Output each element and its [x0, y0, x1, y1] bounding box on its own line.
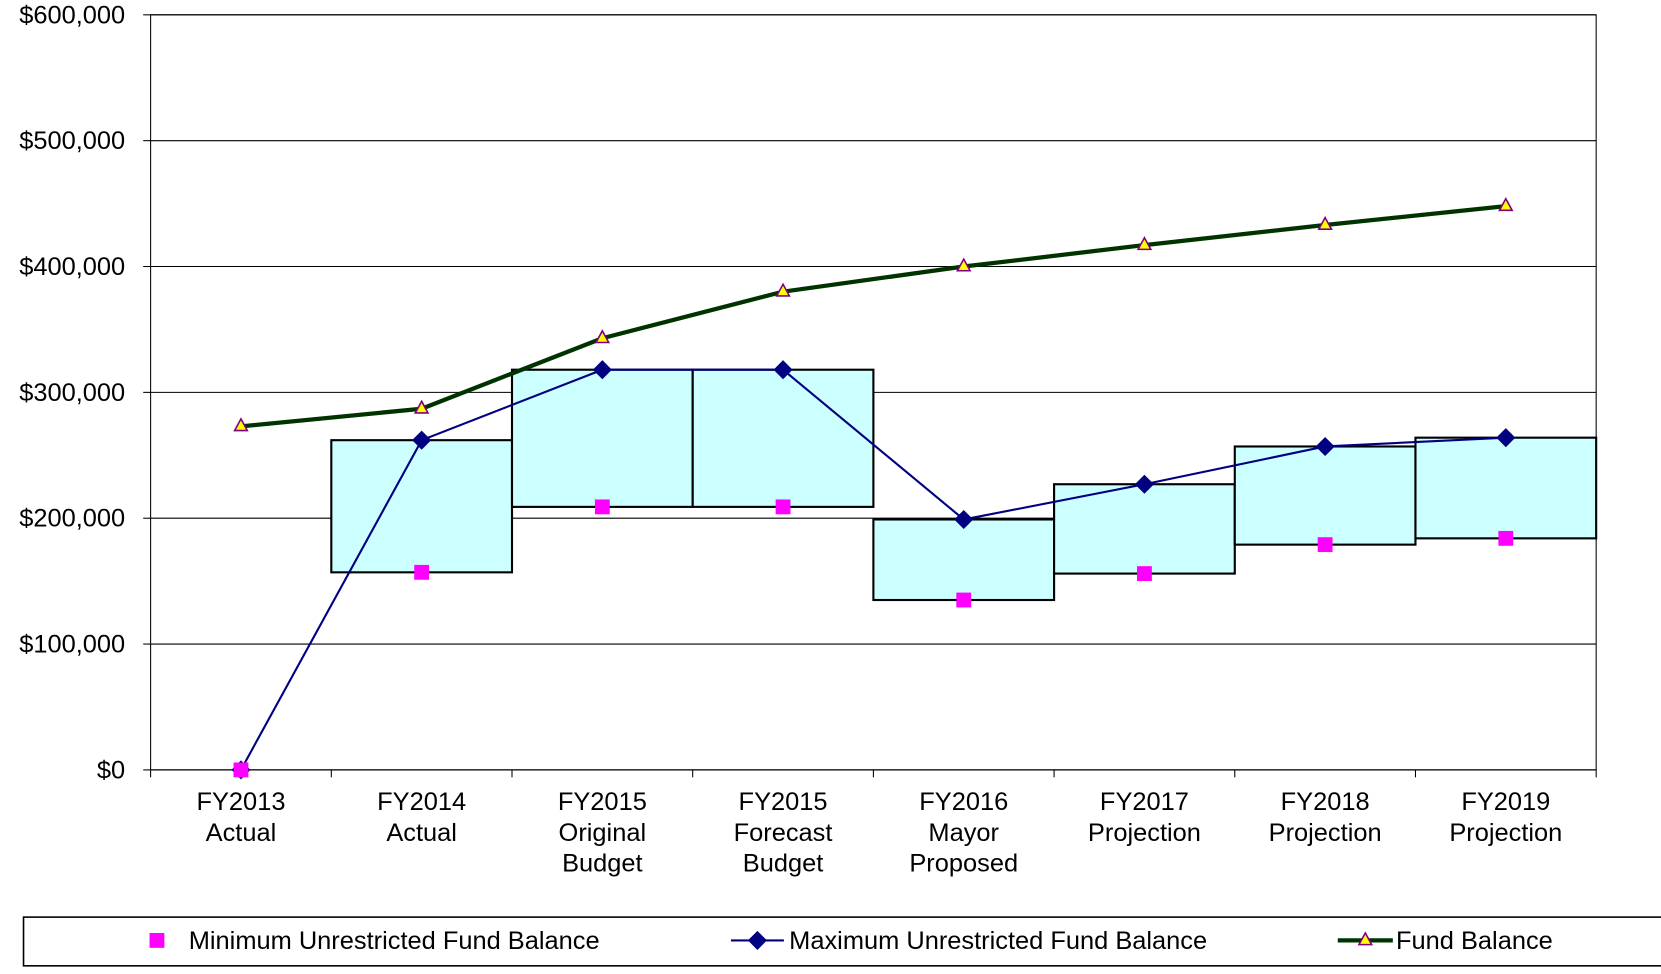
- fund-marker: [1317, 215, 1333, 231]
- legend-label: Fund Balance: [1396, 927, 1553, 955]
- fund-marker: [775, 282, 791, 297]
- y-tick-label: $200,000: [19, 505, 125, 533]
- range-box: [1053, 483, 1236, 575]
- range-box: [1414, 436, 1598, 540]
- x-tick-label: FY2017 Projection: [1088, 788, 1201, 847]
- range-box: [510, 368, 694, 508]
- x-tick-label: FY2013 Actual: [196, 788, 285, 847]
- x-tick-label: FY2016 Mayor Proposed: [909, 788, 1018, 877]
- fund-marker: [413, 399, 430, 414]
- min-marker: [594, 499, 610, 515]
- min-marker: [956, 592, 972, 608]
- x-tick-label: FY2015 Forecast Budget: [734, 788, 833, 877]
- y-tick-label: $400,000: [19, 253, 125, 281]
- x-tick-line: Original: [559, 819, 647, 847]
- x-tick-line: FY2015: [558, 788, 647, 816]
- legend-label: Maximum Unrestricted Fund Balance: [789, 927, 1207, 955]
- x-tick-line: Actual: [206, 819, 277, 847]
- x-tick-line: Actual: [386, 819, 457, 847]
- min-marker: [1317, 537, 1333, 553]
- x-tick-line: Mayor: [928, 819, 999, 847]
- x-tick-line: Forecast: [734, 819, 833, 847]
- x-tick-line: FY2016: [919, 788, 1008, 816]
- max-line: [240, 368, 1506, 771]
- x-tick-line: FY2017: [1100, 788, 1189, 816]
- y-tick-label: $500,000: [19, 127, 125, 155]
- x-tick-line: Projection: [1269, 819, 1382, 847]
- min-marker: [233, 762, 249, 778]
- x-tick-line: FY2013: [196, 788, 285, 816]
- y-tick-label: $0: [97, 756, 125, 784]
- x-tick-line: FY2019: [1461, 788, 1550, 816]
- x-tick-line: FY2015: [739, 788, 828, 816]
- max-marker: [1134, 474, 1154, 494]
- range-box: [872, 518, 1056, 602]
- range-box: [330, 439, 514, 574]
- fund-marker: [1136, 236, 1153, 251]
- y-tick-label: $300,000: [19, 379, 125, 407]
- range-box: [1233, 445, 1417, 546]
- fund-marker: [233, 417, 249, 432]
- legend-marker: [1357, 931, 1373, 946]
- y-tick-label: $600,000: [19, 1, 125, 29]
- x-tick-line: Projection: [1088, 819, 1201, 847]
- x-tick-label: FY2019 Projection: [1449, 788, 1562, 847]
- max-marker: [1315, 436, 1335, 457]
- x-tick-label: FY2014 Actual: [377, 788, 466, 847]
- x-tick-line: FY2014: [377, 788, 466, 816]
- legend-label: Minimum Unrestricted Fund Balance: [189, 927, 600, 955]
- x-tick-line: Projection: [1449, 819, 1562, 847]
- x-tick-line: FY2018: [1281, 788, 1370, 816]
- x-tick-label: FY2018 Projection: [1269, 788, 1382, 847]
- min-marker: [775, 499, 791, 515]
- x-tick-line: Budget: [562, 850, 643, 878]
- x-tick-line: Budget: [743, 850, 824, 878]
- y-tick-label: $100,000: [19, 631, 125, 659]
- min-marker: [1137, 566, 1152, 581]
- x-tick-line: Proposed: [909, 850, 1018, 878]
- min-marker: [1498, 530, 1514, 546]
- legend-marker: [149, 932, 165, 948]
- x-tick-label: FY2015 Original Budget: [558, 788, 647, 877]
- fund-marker: [1498, 197, 1514, 212]
- fund-line: [240, 204, 1507, 429]
- min-marker: [414, 564, 430, 580]
- range-box: [691, 368, 875, 508]
- fund-marker: [594, 329, 611, 344]
- max-marker: [412, 430, 432, 450]
- fund-marker: [956, 257, 972, 272]
